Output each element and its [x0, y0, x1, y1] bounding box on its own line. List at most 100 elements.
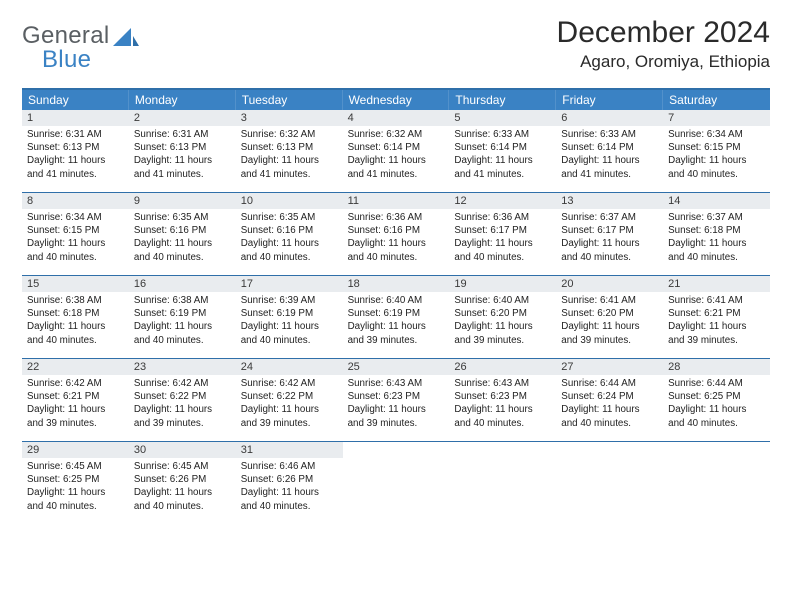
sunset-line: Sunset: 6:18 PM [27, 307, 124, 320]
sunrise-line: Sunrise: 6:44 AM [561, 377, 658, 390]
sunset-line: Sunset: 6:22 PM [241, 390, 338, 403]
sunrise-line: Sunrise: 6:38 AM [134, 294, 231, 307]
day-number: 17 [236, 276, 343, 292]
day-cell: 7Sunrise: 6:34 AMSunset: 6:15 PMDaylight… [663, 110, 770, 192]
daylight-line: Daylight: 11 hours and 39 minutes. [454, 320, 551, 346]
daylight-line: Daylight: 11 hours and 41 minutes. [561, 154, 658, 180]
dow-cell: Wednesday [343, 90, 450, 110]
day-cell: 22Sunrise: 6:42 AMSunset: 6:21 PMDayligh… [22, 359, 129, 441]
brand-text: General Blue [22, 22, 109, 74]
day-number: 11 [343, 193, 450, 209]
sunset-line: Sunset: 6:15 PM [668, 141, 765, 154]
daylight-line: Daylight: 11 hours and 40 minutes. [454, 237, 551, 263]
day-number: 5 [449, 110, 556, 126]
day-body: Sunrise: 6:38 AMSunset: 6:19 PMDaylight:… [129, 292, 236, 351]
day-number: 19 [449, 276, 556, 292]
sunrise-line: Sunrise: 6:42 AM [27, 377, 124, 390]
day-body: Sunrise: 6:42 AMSunset: 6:22 PMDaylight:… [129, 375, 236, 434]
day-cell: 3Sunrise: 6:32 AMSunset: 6:13 PMDaylight… [236, 110, 343, 192]
daylight-line: Daylight: 11 hours and 39 minutes. [668, 320, 765, 346]
day-cell: 10Sunrise: 6:35 AMSunset: 6:16 PMDayligh… [236, 193, 343, 275]
day-cell: 26Sunrise: 6:43 AMSunset: 6:23 PMDayligh… [449, 359, 556, 441]
sunset-line: Sunset: 6:24 PM [561, 390, 658, 403]
day-body: Sunrise: 6:31 AMSunset: 6:13 PMDaylight:… [129, 126, 236, 185]
daylight-line: Daylight: 11 hours and 40 minutes. [561, 403, 658, 429]
brand-word-2: Blue [42, 46, 109, 74]
day-body: Sunrise: 6:39 AMSunset: 6:19 PMDaylight:… [236, 292, 343, 351]
sunrise-line: Sunrise: 6:32 AM [241, 128, 338, 141]
sunrise-line: Sunrise: 6:31 AM [134, 128, 231, 141]
day-number: 26 [449, 359, 556, 375]
sunset-line: Sunset: 6:26 PM [134, 473, 231, 486]
sunset-line: Sunset: 6:21 PM [668, 307, 765, 320]
daylight-line: Daylight: 11 hours and 40 minutes. [668, 403, 765, 429]
dow-cell: Saturday [663, 90, 770, 110]
day-number: 16 [129, 276, 236, 292]
daylight-line: Daylight: 11 hours and 41 minutes. [27, 154, 124, 180]
day-cell: 4Sunrise: 6:32 AMSunset: 6:14 PMDaylight… [343, 110, 450, 192]
sunset-line: Sunset: 6:16 PM [348, 224, 445, 237]
sunset-line: Sunset: 6:22 PM [134, 390, 231, 403]
sunset-line: Sunset: 6:14 PM [348, 141, 445, 154]
sunset-line: Sunset: 6:26 PM [241, 473, 338, 486]
day-cell [663, 442, 770, 524]
daylight-line: Daylight: 11 hours and 40 minutes. [241, 486, 338, 512]
day-number: 1 [22, 110, 129, 126]
sunrise-line: Sunrise: 6:45 AM [27, 460, 124, 473]
sunset-line: Sunset: 6:19 PM [348, 307, 445, 320]
day-body: Sunrise: 6:35 AMSunset: 6:16 PMDaylight:… [236, 209, 343, 268]
day-body: Sunrise: 6:32 AMSunset: 6:14 PMDaylight:… [343, 126, 450, 185]
day-body: Sunrise: 6:35 AMSunset: 6:16 PMDaylight:… [129, 209, 236, 268]
day-body: Sunrise: 6:40 AMSunset: 6:20 PMDaylight:… [449, 292, 556, 351]
daylight-line: Daylight: 11 hours and 40 minutes. [27, 237, 124, 263]
day-number: 7 [663, 110, 770, 126]
day-body: Sunrise: 6:43 AMSunset: 6:23 PMDaylight:… [343, 375, 450, 434]
sunrise-line: Sunrise: 6:46 AM [241, 460, 338, 473]
day-cell: 27Sunrise: 6:44 AMSunset: 6:24 PMDayligh… [556, 359, 663, 441]
sunset-line: Sunset: 6:17 PM [454, 224, 551, 237]
brand-word-1: General [22, 22, 109, 49]
calendar: SundayMondayTuesdayWednesdayThursdayFrid… [22, 88, 770, 524]
sunrise-line: Sunrise: 6:35 AM [241, 211, 338, 224]
daylight-line: Daylight: 11 hours and 39 minutes. [27, 403, 124, 429]
day-number: 18 [343, 276, 450, 292]
brand-sail-icon [113, 28, 139, 48]
daylight-line: Daylight: 11 hours and 39 minutes. [348, 403, 445, 429]
dow-cell: Thursday [449, 90, 556, 110]
dow-cell: Tuesday [236, 90, 343, 110]
day-body: Sunrise: 6:34 AMSunset: 6:15 PMDaylight:… [22, 209, 129, 268]
week-row: 1Sunrise: 6:31 AMSunset: 6:13 PMDaylight… [22, 110, 770, 192]
day-number: 14 [663, 193, 770, 209]
sunrise-line: Sunrise: 6:41 AM [668, 294, 765, 307]
day-body: Sunrise: 6:41 AMSunset: 6:21 PMDaylight:… [663, 292, 770, 351]
day-body: Sunrise: 6:32 AMSunset: 6:13 PMDaylight:… [236, 126, 343, 185]
day-cell: 9Sunrise: 6:35 AMSunset: 6:16 PMDaylight… [129, 193, 236, 275]
daylight-line: Daylight: 11 hours and 39 minutes. [348, 320, 445, 346]
sunrise-line: Sunrise: 6:40 AM [454, 294, 551, 307]
day-cell: 24Sunrise: 6:42 AMSunset: 6:22 PMDayligh… [236, 359, 343, 441]
day-cell: 20Sunrise: 6:41 AMSunset: 6:20 PMDayligh… [556, 276, 663, 358]
day-body: Sunrise: 6:40 AMSunset: 6:19 PMDaylight:… [343, 292, 450, 351]
day-cell: 17Sunrise: 6:39 AMSunset: 6:19 PMDayligh… [236, 276, 343, 358]
sunrise-line: Sunrise: 6:35 AM [134, 211, 231, 224]
sunrise-line: Sunrise: 6:44 AM [668, 377, 765, 390]
sunset-line: Sunset: 6:13 PM [134, 141, 231, 154]
day-number: 30 [129, 442, 236, 458]
daylight-line: Daylight: 11 hours and 41 minutes. [348, 154, 445, 180]
day-cell: 1Sunrise: 6:31 AMSunset: 6:13 PMDaylight… [22, 110, 129, 192]
day-cell: 21Sunrise: 6:41 AMSunset: 6:21 PMDayligh… [663, 276, 770, 358]
sunset-line: Sunset: 6:14 PM [561, 141, 658, 154]
day-body: Sunrise: 6:33 AMSunset: 6:14 PMDaylight:… [556, 126, 663, 185]
day-number: 23 [129, 359, 236, 375]
sunrise-line: Sunrise: 6:37 AM [561, 211, 658, 224]
day-cell: 25Sunrise: 6:43 AMSunset: 6:23 PMDayligh… [343, 359, 450, 441]
sunrise-line: Sunrise: 6:41 AM [561, 294, 658, 307]
day-cell: 18Sunrise: 6:40 AMSunset: 6:19 PMDayligh… [343, 276, 450, 358]
sunset-line: Sunset: 6:19 PM [134, 307, 231, 320]
sunset-line: Sunset: 6:16 PM [134, 224, 231, 237]
daylight-line: Daylight: 11 hours and 40 minutes. [668, 154, 765, 180]
sunset-line: Sunset: 6:20 PM [454, 307, 551, 320]
daylight-line: Daylight: 11 hours and 40 minutes. [561, 237, 658, 263]
day-cell: 8Sunrise: 6:34 AMSunset: 6:15 PMDaylight… [22, 193, 129, 275]
sunset-line: Sunset: 6:15 PM [27, 224, 124, 237]
